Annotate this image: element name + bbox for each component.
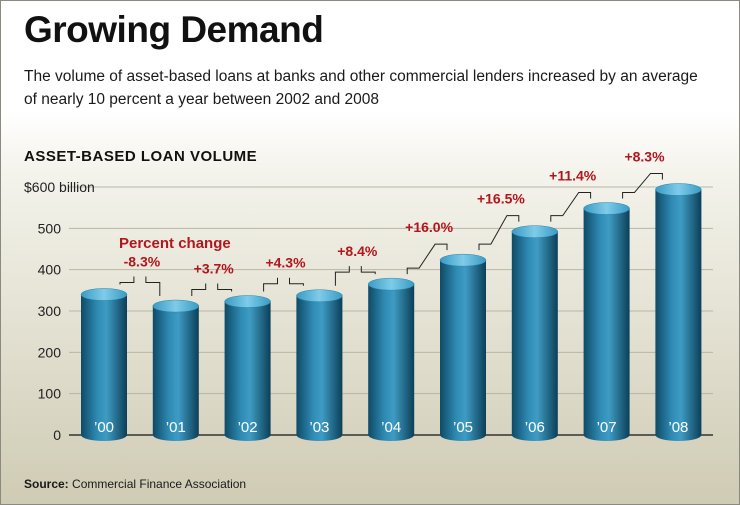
y-tick-label: 500	[38, 220, 62, 236]
bar-body	[368, 284, 415, 441]
change-bracket	[550, 191, 592, 222]
y-tick-label: 400	[38, 262, 62, 278]
page-title: Growing Demand	[24, 9, 324, 50]
bar	[224, 295, 271, 441]
bar-top	[296, 289, 343, 302]
bar-top	[224, 295, 271, 308]
percent-change-label: +8.3%	[624, 148, 665, 164]
bar	[439, 253, 487, 441]
percent-change-label: +3.7%	[194, 260, 235, 276]
x-category-label: ’07	[597, 419, 617, 436]
bar-body	[440, 260, 486, 441]
bar-top	[583, 202, 630, 215]
bar-body	[296, 295, 343, 441]
percent-change-label: +16.5%	[477, 191, 525, 207]
bar-top	[511, 225, 559, 238]
percent-change-label: +16.0%	[405, 219, 453, 235]
bar-body	[152, 306, 199, 441]
x-category-label: ’04	[381, 419, 401, 436]
change-bracket	[119, 276, 161, 297]
bar	[655, 183, 702, 441]
x-category-label: ’01	[166, 419, 186, 436]
bar-top	[439, 253, 487, 267]
change-bracket	[478, 215, 520, 251]
x-category-label: ’08	[668, 419, 688, 436]
bar-body	[224, 301, 271, 441]
bar-body	[511, 231, 558, 441]
bar-top	[152, 299, 200, 313]
bar-body	[655, 189, 702, 441]
y-tick-label: 200	[38, 344, 62, 360]
source-note: Source: Commercial Finance Association	[24, 477, 246, 491]
source-label: Source:	[24, 477, 69, 491]
percent-change-label: +11.4%	[549, 167, 597, 183]
bar	[296, 289, 343, 441]
bar-body	[81, 294, 127, 441]
x-category-label: ’06	[525, 419, 545, 436]
x-category-label: ’05	[453, 419, 473, 436]
change-bracket	[263, 277, 304, 292]
subtitle: The volume of asset-based loans at banks…	[24, 68, 698, 108]
source-text: Commercial Finance Association	[72, 477, 247, 491]
y-tick-label: $600 billion	[24, 179, 95, 195]
bar	[583, 202, 630, 441]
chart-title: ASSET-BASED LOAN VOLUME	[24, 148, 258, 165]
x-category-label: ’03	[309, 419, 329, 436]
percent-change-label: +8.4%	[337, 243, 378, 259]
x-category-label: ’02	[238, 419, 258, 436]
bar	[80, 288, 128, 441]
bar	[152, 299, 200, 441]
bar-body	[583, 208, 630, 441]
y-tick-label: 300	[38, 303, 62, 319]
bar	[511, 225, 559, 441]
change-bracket	[406, 243, 448, 275]
y-tick-label: 0	[53, 427, 61, 443]
bar-top	[655, 183, 702, 196]
change-bracket	[334, 266, 376, 286]
change-bracket	[191, 283, 233, 297]
y-tick-label: 100	[38, 386, 62, 402]
annotation-label: Percent change	[119, 235, 231, 252]
percent-change-label: -8.3%	[124, 253, 161, 269]
bar-top	[80, 288, 128, 301]
bar	[367, 277, 415, 441]
change-bracket	[622, 172, 663, 199]
bar-top	[367, 277, 415, 291]
percent-change-label: +4.3%	[265, 255, 306, 271]
x-category-label: ’00	[94, 419, 114, 436]
